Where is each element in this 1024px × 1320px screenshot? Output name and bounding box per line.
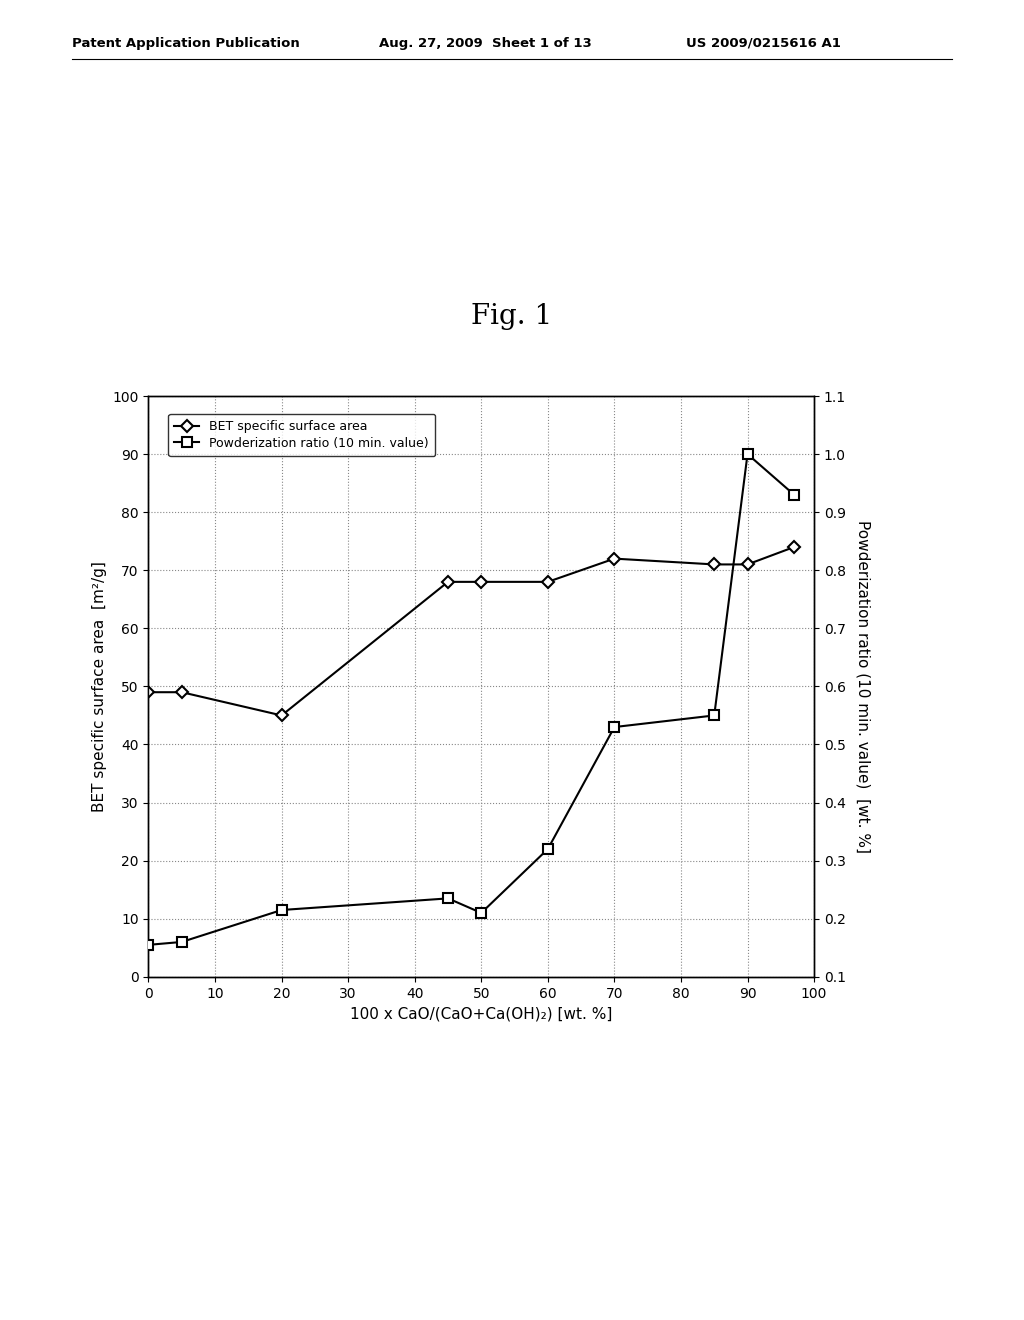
Powderization ratio (10 min. value)	[741, 446, 754, 462]
Text: Patent Application Publication: Patent Application Publication	[72, 37, 299, 50]
Powderization ratio (10 min. value)	[142, 937, 155, 953]
X-axis label: 100 x CaO/(CaO+Ca(OH)₂) [wt. %]: 100 x CaO/(CaO+Ca(OH)₂) [wt. %]	[350, 1006, 612, 1022]
Legend: BET specific surface area, Powderization ratio (10 min. value): BET specific surface area, Powderization…	[168, 414, 435, 457]
Line: BET specific surface area: BET specific surface area	[144, 543, 799, 719]
Powderization ratio (10 min. value)	[275, 902, 288, 917]
Text: Fig. 1: Fig. 1	[471, 304, 553, 330]
Powderization ratio (10 min. value)	[442, 891, 455, 907]
Y-axis label: Powderization ratio (10 min. value)  [wt. %]: Powderization ratio (10 min. value) [wt.…	[856, 520, 871, 853]
BET specific surface area	[142, 684, 155, 700]
BET specific surface area	[608, 550, 621, 566]
Text: US 2009/0215616 A1: US 2009/0215616 A1	[686, 37, 841, 50]
BET specific surface area	[442, 574, 455, 590]
BET specific surface area	[709, 557, 721, 573]
Powderization ratio (10 min. value)	[542, 841, 554, 857]
BET specific surface area	[475, 574, 487, 590]
Powderization ratio (10 min. value)	[475, 906, 487, 921]
Powderization ratio (10 min. value)	[608, 719, 621, 735]
BET specific surface area	[788, 539, 801, 554]
Powderization ratio (10 min. value)	[788, 487, 801, 503]
BET specific surface area	[275, 708, 288, 723]
Powderization ratio (10 min. value)	[709, 708, 721, 723]
Line: Powderization ratio (10 min. value): Powderization ratio (10 min. value)	[143, 449, 799, 949]
Powderization ratio (10 min. value)	[176, 935, 188, 950]
BET specific surface area	[176, 684, 188, 700]
BET specific surface area	[741, 557, 754, 573]
BET specific surface area	[542, 574, 554, 590]
Text: Aug. 27, 2009  Sheet 1 of 13: Aug. 27, 2009 Sheet 1 of 13	[379, 37, 592, 50]
Y-axis label: BET specific surface area  [m²/g]: BET specific surface area [m²/g]	[92, 561, 106, 812]
